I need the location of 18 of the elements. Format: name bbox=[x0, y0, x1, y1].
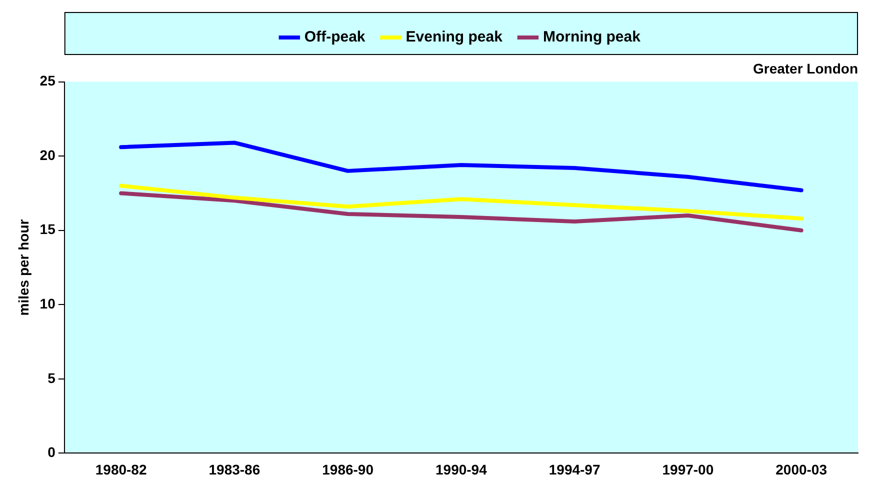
x-tick-label: 1990-94 bbox=[435, 461, 488, 478]
x-tick-label: 2000-03 bbox=[776, 461, 828, 478]
legend-label: Evening peak bbox=[406, 28, 504, 46]
y-tick-label: 20 bbox=[40, 146, 56, 163]
y-tick-label: 25 bbox=[40, 72, 56, 89]
x-tick-label: 1983-86 bbox=[208, 461, 260, 478]
y-tick-label: 5 bbox=[48, 370, 56, 386]
x-tick-label: 1980-82 bbox=[95, 461, 147, 478]
y-tick-label: 10 bbox=[40, 296, 56, 312]
y-axis-title: miles per hour bbox=[15, 218, 32, 316]
x-tick-label: 1997-00 bbox=[662, 461, 714, 478]
x-tick-label: 1994-97 bbox=[548, 461, 600, 478]
chart-subtitle: Greater London bbox=[752, 60, 858, 76]
y-tick-label: 0 bbox=[48, 444, 56, 460]
x-tick-label: 1986-90 bbox=[322, 461, 374, 478]
legend-label: Off-peak bbox=[304, 28, 366, 46]
y-tick-label: 15 bbox=[40, 221, 56, 238]
legend-label: Morning peak bbox=[542, 28, 642, 46]
